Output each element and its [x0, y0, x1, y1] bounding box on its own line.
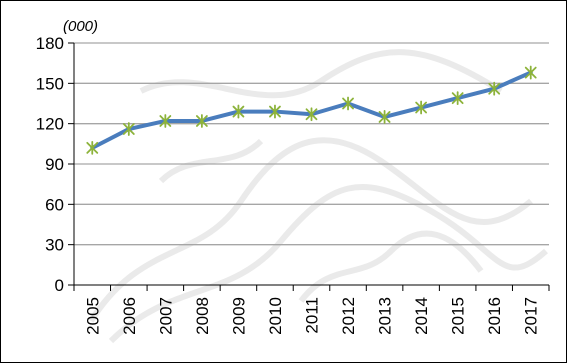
x-tick-label: 2014 [412, 297, 431, 335]
x-tick-label: 2007 [156, 297, 175, 335]
data-point-marker [524, 65, 537, 80]
x-tick-label: 2008 [193, 297, 212, 335]
y-axis-tick-labels: 0 30 60 90 120 150 180 [36, 34, 64, 295]
x-tick-label: 2006 [120, 297, 139, 335]
data-point-marker [159, 114, 172, 128]
x-tick-label: 2016 [485, 297, 504, 335]
data-point-marker [195, 114, 208, 128]
data-point-marker [232, 104, 245, 119]
x-tick-label: 2012 [339, 297, 358, 335]
axes [68, 42, 550, 291]
x-tick-label: 2011 [303, 297, 322, 334]
data-point-marker [269, 104, 281, 119]
x-tick-label: 2015 [449, 297, 468, 335]
x-tick-label: 2009 [229, 297, 248, 335]
x-axis-tick-labels: 2005 2006 2007 2008 2009 2010 2011 2012 2013 2014… [83, 297, 540, 335]
y-tick-label: 60 [45, 195, 64, 214]
data-point-marker [488, 81, 501, 96]
y-tick-label: 90 [45, 155, 64, 174]
data-point-marker [305, 107, 318, 122]
gridlines [74, 42, 549, 246]
series-layer [86, 65, 537, 155]
data-point-marker [86, 140, 99, 155]
data-point-marker [342, 96, 354, 111]
y-tick-label: 180 [36, 34, 64, 53]
data-point-marker [378, 110, 391, 124]
x-tick-label: 2013 [376, 297, 395, 335]
data-point-marker [451, 91, 464, 106]
x-tick-label: 2005 [83, 297, 102, 335]
x-tick-label: 2017 [522, 297, 541, 335]
y-tick-label: 0 [55, 276, 64, 295]
unit-label: (000) [63, 18, 98, 35]
x-tick-label: 2010 [266, 297, 285, 335]
data-point-marker [415, 100, 428, 115]
data-point-marker [122, 122, 135, 136]
y-tick-label: 150 [36, 74, 64, 93]
y-tick-label: 120 [36, 115, 64, 134]
y-tick-label: 30 [45, 236, 64, 255]
